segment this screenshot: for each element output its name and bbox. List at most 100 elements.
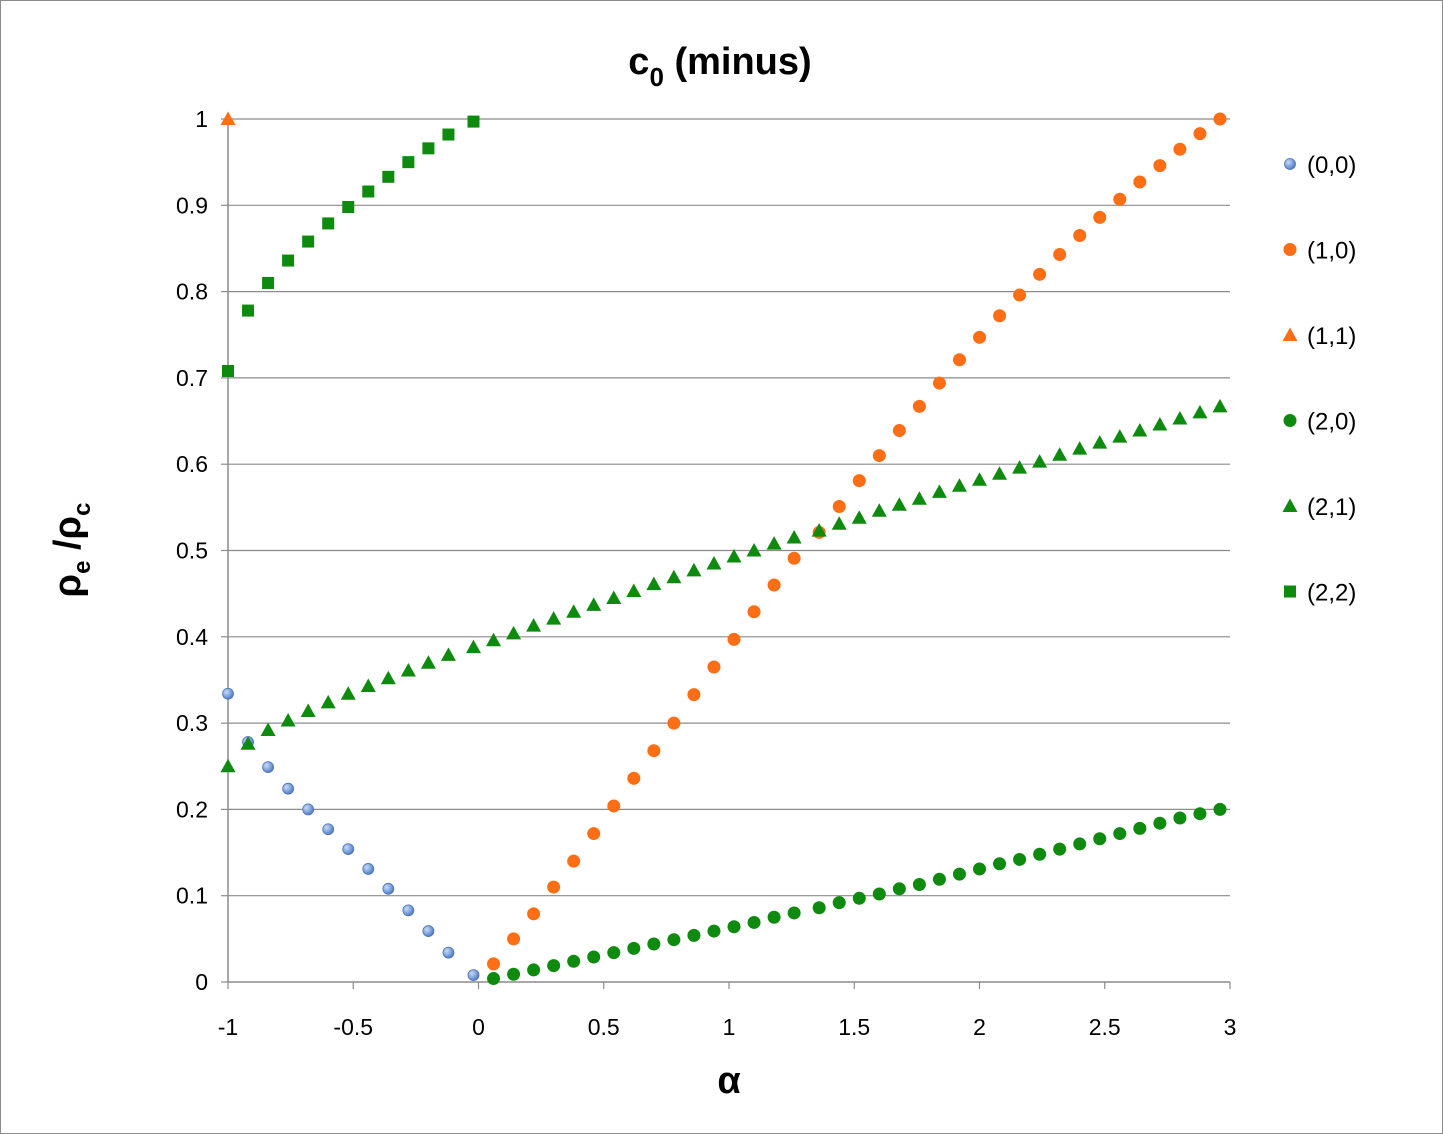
data-point xyxy=(932,872,946,886)
data-point xyxy=(607,799,621,813)
data-point xyxy=(322,823,335,836)
legend-marker xyxy=(1283,243,1297,256)
data-point xyxy=(587,827,601,841)
data-point xyxy=(546,611,562,625)
data-point xyxy=(362,863,375,875)
grid-lines xyxy=(221,118,1231,989)
data-point xyxy=(567,854,581,868)
ylabel-rho-c: ρ xyxy=(47,516,89,540)
data-point xyxy=(240,736,256,750)
series-(2,2) xyxy=(222,115,480,377)
data-point xyxy=(302,803,315,816)
data-point xyxy=(892,424,906,438)
x-tick-label: -0.5 xyxy=(333,1014,373,1040)
data-point xyxy=(420,655,436,669)
data-point xyxy=(1152,417,1168,431)
data-point xyxy=(811,523,827,537)
data-point xyxy=(746,543,762,557)
legend-marker xyxy=(1282,498,1298,512)
data-point xyxy=(402,904,415,917)
data-point xyxy=(442,946,455,959)
y-axis-label: ρe /ρc xyxy=(47,503,96,598)
data-point xyxy=(892,882,906,896)
y-tick-label: 0.1 xyxy=(176,883,208,909)
data-point xyxy=(1133,175,1147,189)
data-point xyxy=(992,466,1008,480)
legend-label: (1,1) xyxy=(1307,323,1356,350)
y-tick-label: 0.9 xyxy=(176,192,208,218)
data-point xyxy=(952,867,966,881)
data-point xyxy=(467,115,480,128)
legend-label: (0,0) xyxy=(1307,152,1356,179)
data-point xyxy=(440,647,456,661)
data-point xyxy=(382,170,395,183)
title-rest: (minus) xyxy=(664,41,812,83)
data-point xyxy=(972,472,987,486)
data-point xyxy=(666,569,682,584)
data-point xyxy=(1172,410,1188,425)
ylabel-rho-e: ρ xyxy=(47,574,89,598)
data-point xyxy=(527,907,541,921)
data-point xyxy=(566,604,582,618)
data-point xyxy=(687,688,701,702)
y-tick-label: 0 xyxy=(195,969,208,995)
data-point xyxy=(747,915,761,929)
data-point xyxy=(360,678,376,692)
data-point xyxy=(647,744,661,758)
data-point xyxy=(786,530,802,544)
data-point xyxy=(952,353,966,367)
data-point xyxy=(362,185,375,198)
legend-marker xyxy=(1282,327,1298,341)
data-point xyxy=(1052,447,1068,461)
data-point xyxy=(706,555,722,570)
data-point xyxy=(282,254,295,267)
data-point xyxy=(832,499,846,513)
legend-entry: (2,2) xyxy=(1284,580,1356,607)
data-point xyxy=(973,862,986,876)
y-tick-labels: 0 0.1 0.2 0.3 0.4 0.5 0.6 0.7 0.8 0.9 1 xyxy=(176,106,208,995)
data-point xyxy=(993,309,1007,323)
legend-label: (2,2) xyxy=(1307,580,1356,607)
data-point xyxy=(282,782,295,795)
legend-label: (2,0) xyxy=(1307,409,1356,436)
data-point xyxy=(931,484,947,498)
data-point xyxy=(1013,288,1027,302)
data-point xyxy=(422,142,435,155)
data-point xyxy=(547,880,561,894)
data-point xyxy=(487,972,501,986)
title-main: c xyxy=(628,41,649,83)
series-(0,0) xyxy=(222,687,480,981)
data-point xyxy=(486,632,502,647)
data-point xyxy=(832,896,846,910)
data-point xyxy=(1192,404,1208,419)
data-point xyxy=(342,201,355,214)
legend-label: (1,0) xyxy=(1307,238,1356,265)
data-point xyxy=(932,376,946,390)
data-point xyxy=(380,670,396,685)
data-point xyxy=(260,722,276,737)
data-point xyxy=(340,686,356,700)
y-tick-label: 0.4 xyxy=(176,624,208,650)
data-point xyxy=(686,562,702,577)
data-point xyxy=(342,843,355,855)
ylabel-sub-e: e xyxy=(69,561,96,574)
data-point xyxy=(607,946,621,960)
data-point xyxy=(812,901,826,915)
y-tick-label: 0.5 xyxy=(176,538,208,564)
data-point xyxy=(487,957,501,971)
data-point xyxy=(402,156,415,169)
data-point xyxy=(1053,247,1067,261)
data-point xyxy=(1173,811,1187,825)
data-point xyxy=(727,920,741,934)
data-point xyxy=(465,639,481,654)
data-point xyxy=(707,924,721,938)
data-point xyxy=(586,597,602,611)
data-point xyxy=(787,551,801,565)
data-point xyxy=(1033,267,1047,281)
data-point xyxy=(220,758,236,773)
data-point xyxy=(320,694,336,709)
data-point xyxy=(1173,142,1187,156)
legend-entry: (1,1) xyxy=(1282,323,1356,350)
